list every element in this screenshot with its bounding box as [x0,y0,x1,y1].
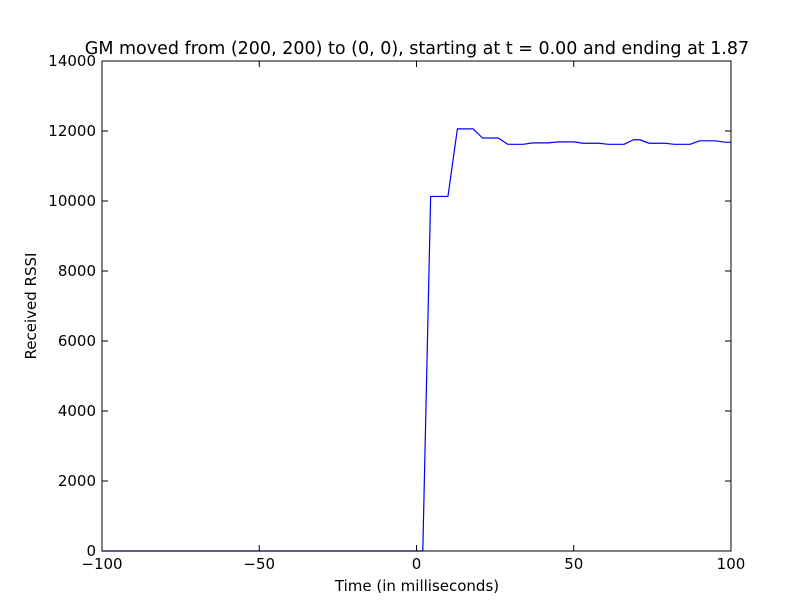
y-tick-label: 0 [86,542,96,560]
x-axis-ticks: −100 −50 0 50 100 [81,61,745,573]
y-tick-label: 14000 [48,52,96,70]
y-tick-label: 4000 [58,402,96,420]
series-layer [102,128,731,552]
y-tick-label: 6000 [58,332,96,350]
x-tick-label: 100 [717,555,746,573]
series-line-0 [102,128,731,552]
y-tick-label: 10000 [48,192,96,210]
x-tick-label: 0 [412,555,422,573]
y-tick-label: 12000 [48,122,96,140]
y-axis-ticks: 0 2000 4000 6000 8000 10000 12000 14000 [48,52,731,560]
y-tick-label: 8000 [58,262,96,280]
x-tick-label: −50 [243,555,275,573]
x-axis-label: Time (in milliseconds) [334,577,499,595]
x-tick-label: −100 [81,555,122,573]
chart-title: GM moved from (200, 200) to (0, 0), star… [85,39,749,59]
x-tick-label: 50 [564,555,583,573]
y-tick-label: 2000 [58,472,96,490]
y-axis-label: Received RSSI [22,253,40,360]
